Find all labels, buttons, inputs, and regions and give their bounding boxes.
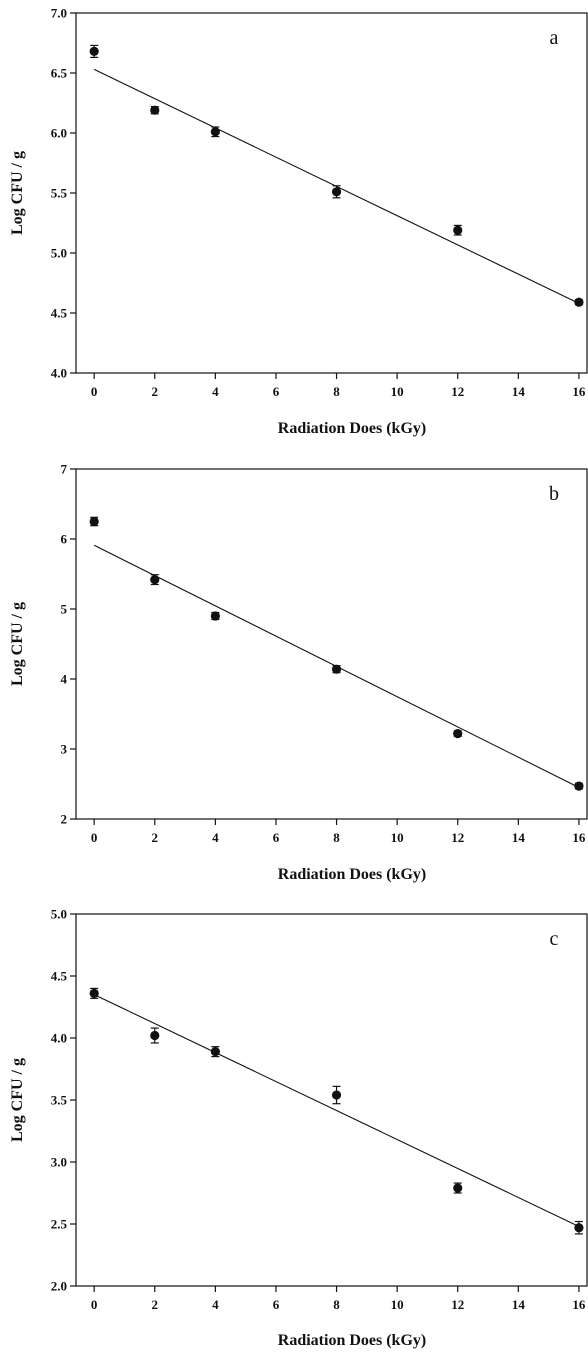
- x-tick-label-b-3: 6: [273, 830, 280, 845]
- x-tick-label-c-2: 4: [212, 1297, 219, 1312]
- data-point-a-2: [210, 127, 220, 137]
- x-tick-label-b-0: 0: [91, 830, 98, 845]
- x-tick-label-a-7: 14: [512, 384, 526, 399]
- data-point-b-0: [89, 516, 99, 527]
- x-tick-label-a-2: 4: [212, 384, 219, 399]
- y-axis-title-c: Log CFU / g: [9, 1058, 26, 1142]
- y-tick-label-a-4: 6.0: [51, 126, 67, 141]
- y-tick-label-a-5: 6.5: [51, 66, 68, 81]
- chart-c-svg: 2.0 2.5 3.0 3.5 4.0 4.5 5.0 0 2 4 6 8 10 12 14 16 Radiat…: [9, 907, 588, 1349]
- data-point-c-5: [574, 1223, 584, 1233]
- y-tick-label-c-6: 5.0: [51, 907, 67, 922]
- y-tick-label-a-3: 5.5: [51, 186, 68, 201]
- y-tick-label-b-0: 2: [61, 812, 68, 827]
- chart-a-svg: 4.0 4.5 5.0 5.5 6.0 6.5 7.0 0 2 4 6 8 10 12 14 16 Radiat…: [9, 6, 588, 437]
- data-point-c-3: [331, 1090, 342, 1100]
- x-tick-label-a-3: 6: [273, 384, 280, 399]
- y-tick-label-b-2: 4: [61, 672, 68, 687]
- data-point-a-0: [89, 46, 99, 57]
- data-point-b-2: [210, 611, 220, 621]
- x-tick-label-a-4: 8: [333, 384, 340, 399]
- y-tick-label-b-1: 3: [61, 742, 68, 757]
- x-tick-label-b-8: 16: [572, 830, 586, 845]
- y-tick-label-b-3: 5: [61, 602, 68, 617]
- fit-line-c: [93, 994, 580, 1227]
- data-point-a-4: [453, 225, 463, 235]
- data-point-c-0: [89, 988, 99, 998]
- data-point-c-4: [453, 1183, 463, 1193]
- data-point-b-5: [574, 781, 584, 791]
- data-point-a-3: [331, 187, 342, 197]
- data-point-c-2: [210, 1047, 220, 1057]
- chart-b-svg: 2 3 4 5 6 7 0 2 4 6 8 10 12 14 16 Radiation Does (kGy) L…: [9, 462, 588, 883]
- x-tick-label-c-8: 16: [572, 1297, 586, 1312]
- panel-letter-c: c: [550, 928, 559, 950]
- x-tick-label-b-5: 10: [391, 830, 404, 845]
- y-tick-label-b-4: 6: [61, 532, 68, 547]
- data-point-c-1: [150, 1030, 160, 1041]
- x-tick-label-c-3: 6: [273, 1297, 280, 1312]
- y-tick-label-a-1: 4.5: [51, 306, 68, 321]
- x-tick-label-a-1: 2: [152, 384, 159, 399]
- y-tick-label-c-5: 4.5: [51, 969, 68, 984]
- data-point-b-4: [453, 729, 463, 739]
- x-tick-label-b-7: 14: [512, 830, 526, 845]
- panel-letter-a: a: [550, 27, 559, 49]
- plot-frame-b: [75, 468, 588, 820]
- x-tick-label-a-8: 16: [572, 384, 586, 399]
- x-tick-label-c-1: 2: [152, 1297, 159, 1312]
- data-point-a-5: [574, 297, 584, 307]
- y-tick-label-b-5: 7: [61, 462, 68, 477]
- data-point-a-1: [150, 105, 160, 115]
- x-tick-label-c-4: 8: [333, 1297, 340, 1312]
- y-axis-title-b: Log CFU / g: [9, 602, 26, 686]
- x-tick-label-c-6: 12: [451, 1297, 464, 1312]
- y-axis-title-a: Log CFU / g: [9, 151, 26, 235]
- x-tick-label-b-2: 4: [212, 830, 219, 845]
- x-tick-label-c-7: 14: [512, 1297, 526, 1312]
- chart-panel-b: 2 3 4 5 6 7 0 2 4 6 8 10 12 14 16 Radiation Does (kGy) L…: [0, 448, 588, 888]
- data-point-b-3: [331, 664, 342, 674]
- y-tick-label-a-6: 7.0: [51, 6, 67, 21]
- x-tick-label-a-0: 0: [91, 384, 98, 399]
- y-tick-label-a-2: 5.0: [51, 246, 67, 261]
- x-axis-title-a: Radiation Does (kGy): [278, 420, 426, 437]
- y-tick-label-c-0: 2.0: [51, 1279, 67, 1294]
- x-tick-label-b-6: 12: [451, 830, 464, 845]
- plot-frame-c: [75, 913, 588, 1287]
- chart-panel-a: 4.0 4.5 5.0 5.5 6.0 6.5 7.0 0 2 4 6 8 10 12 14 16 Radiat…: [0, 0, 588, 440]
- x-axis-title-b: Radiation Does (kGy): [278, 866, 426, 883]
- x-tick-label-a-5: 10: [391, 384, 404, 399]
- y-tick-label-c-1: 2.5: [51, 1217, 68, 1232]
- x-tick-label-b-4: 8: [333, 830, 340, 845]
- y-tick-label-c-4: 4.0: [51, 1031, 67, 1046]
- y-tick-label-c-3: 3.5: [51, 1093, 68, 1108]
- x-axis-title-c: Radiation Does (kGy): [278, 1332, 426, 1349]
- x-tick-label-a-6: 12: [451, 384, 464, 399]
- y-tick-label-a-0: 4.0: [51, 366, 67, 381]
- x-tick-label-c-0: 0: [91, 1297, 98, 1312]
- data-point-b-1: [150, 575, 160, 585]
- panel-letter-b: b: [549, 483, 559, 505]
- plot-frame-a: [75, 12, 588, 374]
- y-tick-label-c-2: 3.0: [51, 1155, 67, 1170]
- chart-panel-c: 2.0 2.5 3.0 3.5 4.0 4.5 5.0 0 2 4 6 8 10 12 14 16 Radiat…: [0, 902, 588, 1350]
- x-tick-label-c-5: 10: [391, 1297, 404, 1312]
- x-tick-label-b-1: 2: [152, 830, 159, 845]
